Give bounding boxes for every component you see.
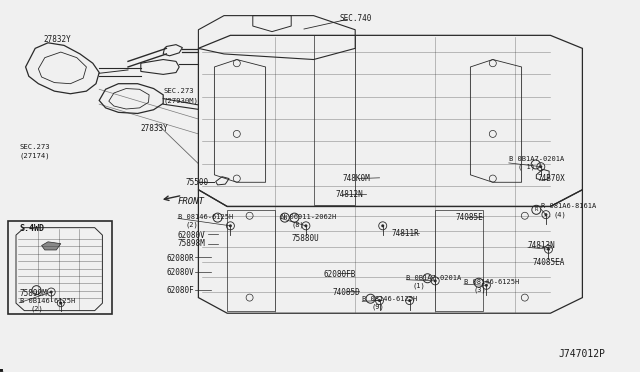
Circle shape xyxy=(305,224,307,227)
Bar xyxy=(8,221,112,314)
Circle shape xyxy=(381,224,384,227)
Circle shape xyxy=(547,248,550,251)
Text: 748K0M: 748K0M xyxy=(342,174,370,183)
Text: S.4WD: S.4WD xyxy=(19,224,44,233)
Text: B: B xyxy=(0,369,2,372)
Text: 74B70X: 74B70X xyxy=(538,174,565,183)
Text: B: B xyxy=(0,369,2,372)
Text: 62080V: 62080V xyxy=(166,268,194,277)
Circle shape xyxy=(50,291,52,294)
Text: B 08146-6125H: B 08146-6125H xyxy=(178,214,233,219)
Circle shape xyxy=(378,299,381,302)
Text: J747012P: J747012P xyxy=(558,349,605,359)
Text: FRONT: FRONT xyxy=(178,197,205,206)
Text: B: B xyxy=(0,369,3,372)
Text: SEC.273: SEC.273 xyxy=(19,144,50,150)
Circle shape xyxy=(434,279,436,282)
Text: B: B xyxy=(0,369,3,372)
Text: B 0B1A7-0201A: B 0B1A7-0201A xyxy=(406,275,461,280)
Text: (1): (1) xyxy=(413,282,426,289)
Text: (3): (3) xyxy=(474,286,486,293)
Text: (8): (8) xyxy=(291,221,304,228)
Circle shape xyxy=(408,299,411,302)
Text: 62080V: 62080V xyxy=(178,231,205,240)
Text: (27174): (27174) xyxy=(19,153,50,160)
Text: 75880U: 75880U xyxy=(292,234,319,243)
Text: 75500: 75500 xyxy=(186,178,209,187)
Polygon shape xyxy=(42,242,61,250)
Circle shape xyxy=(60,302,62,305)
Text: SEC.740: SEC.740 xyxy=(339,14,372,23)
Text: (4): (4) xyxy=(554,211,566,218)
Text: (27930M): (27930M) xyxy=(163,97,198,104)
Text: B 08146-6125H: B 08146-6125H xyxy=(464,279,519,285)
Text: N 06911-2062H: N 06911-2062H xyxy=(281,214,336,219)
Text: B: B xyxy=(0,369,2,372)
Text: R 081A6-8161A: R 081A6-8161A xyxy=(541,203,596,209)
Text: 62080F: 62080F xyxy=(166,286,194,295)
Text: (2): (2) xyxy=(31,305,44,312)
Text: B: B xyxy=(0,369,3,372)
Text: R: R xyxy=(534,207,538,212)
Text: 74085D: 74085D xyxy=(333,288,360,296)
Text: B 0B146-6125H: B 0B146-6125H xyxy=(20,298,76,304)
Circle shape xyxy=(540,165,542,168)
Text: 62080R: 62080R xyxy=(166,254,194,263)
Text: ( 1): ( 1) xyxy=(518,164,536,170)
Text: (2): (2) xyxy=(186,221,198,228)
Text: 27833Y: 27833Y xyxy=(141,124,168,133)
Text: 75890M: 75890M xyxy=(19,289,47,298)
Circle shape xyxy=(485,284,488,287)
Text: 74812N: 74812N xyxy=(336,190,364,199)
Text: B 0B1A7-0201A: B 0B1A7-0201A xyxy=(509,156,564,162)
Text: B: B xyxy=(0,369,2,372)
Circle shape xyxy=(545,213,547,216)
Text: 74811R: 74811R xyxy=(392,229,419,238)
Text: 74085E: 74085E xyxy=(456,213,483,222)
Text: SEC.273: SEC.273 xyxy=(163,88,194,94)
Circle shape xyxy=(229,224,232,227)
Text: 74085EA: 74085EA xyxy=(532,258,565,267)
Text: B 08146-6125H: B 08146-6125H xyxy=(362,296,417,302)
Text: 75898M: 75898M xyxy=(178,239,205,248)
Text: 62080FB: 62080FB xyxy=(323,270,356,279)
Text: N: N xyxy=(283,215,287,220)
Text: 27832Y: 27832Y xyxy=(44,35,71,44)
Text: (9): (9) xyxy=(371,304,384,310)
Text: 74813N: 74813N xyxy=(528,241,556,250)
